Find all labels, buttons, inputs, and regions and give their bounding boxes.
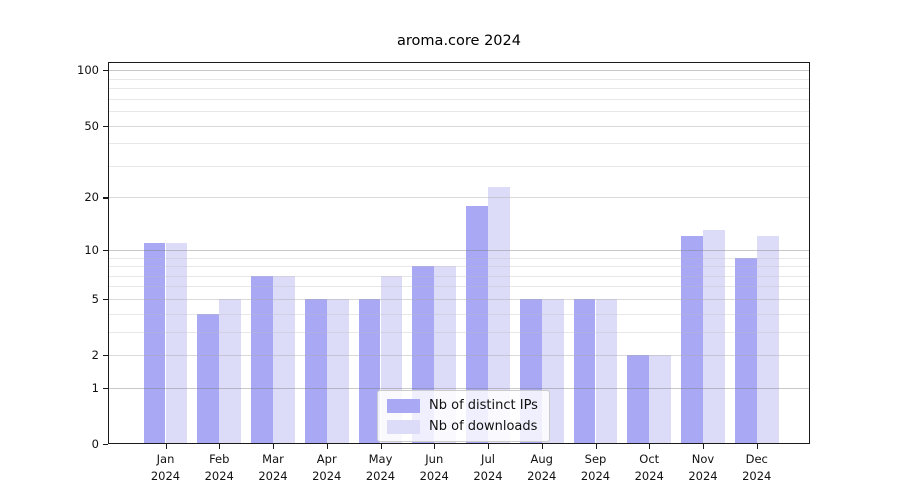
y-tick-label-10: 10 [84,242,99,257]
legend: Nb of distinct IPs Nb of downloads [377,390,550,442]
x-tick-aug [541,444,543,449]
bar-ips-mar [251,275,273,443]
bar-ips-apr [304,298,327,443]
gridline-100 [109,70,809,72]
y-tick-10 [103,249,108,252]
x-tick-jan [165,444,167,449]
x-tick-sep [595,444,597,449]
x-tick-label-feb: Feb 2024 [204,452,234,483]
y-tick-20 [103,197,108,199]
gridline-70 [109,98,809,100]
x-tick-label-jun: Jun 2024 [419,452,449,483]
y-tick-label-50: 50 [84,118,99,133]
y-tick-2 [103,355,108,357]
legend-item-distinct-ips: Nb of distinct IPs [387,398,538,413]
y-tick-label-20: 20 [84,190,99,205]
gridline-20 [109,197,809,199]
y-tick-label-0: 0 [91,437,99,451]
x-tick-label-aug: Aug 2024 [527,452,557,483]
gridline-9 [109,257,809,259]
y-tick-label-1: 1 [91,380,99,395]
bar-ips-dec [734,257,757,443]
legend-swatch-distinct-ips-icon [387,398,420,413]
gridline-90 [109,78,809,80]
x-tick-oct [649,444,651,449]
x-tick-label-mar: Mar 2024 [258,452,288,483]
x-tick-apr [326,444,328,449]
bar-downloads-feb [219,298,242,443]
legend-label-downloads: Nb of downloads [429,419,538,434]
gridline-5 [109,298,809,300]
y-tick-label-5: 5 [91,291,99,306]
bar-ips-may [358,298,381,443]
legend-item-downloads: Nb of downloads [387,419,538,434]
x-tick-nov [703,444,705,449]
gridline-40 [109,143,809,145]
bar-ips-feb [197,313,220,443]
y-tick-label-2: 2 [91,348,99,363]
x-tick-jun [434,444,436,449]
x-tick-label-oct: Oct 2024 [634,452,664,483]
bar-ips-oct [627,355,650,443]
x-tick-mar [273,444,275,449]
bar-downloads-mar [273,275,295,443]
x-tick-label-jul: Jul 2024 [473,452,503,483]
gridline-60 [109,111,809,113]
chart-title: aroma.core 2024 [397,33,521,49]
bar-downloads-jul [488,186,510,443]
bar-downloads-apr [326,298,349,443]
x-tick-label-sep: Sep 2024 [580,452,611,483]
gridline-30 [109,165,809,167]
gridline-4 [109,313,809,315]
gridline-2 [109,355,809,357]
gridline-6 [109,286,809,288]
y-tick-1 [103,387,108,390]
bar-downloads-sep [595,298,618,443]
bar-downloads-nov [703,230,725,443]
y-tick-label-100: 100 [77,63,99,78]
x-tick-label-may: May 2024 [365,452,396,483]
gridline-7 [109,275,809,277]
bar-downloads-jan [165,242,188,443]
x-tick-label-jan: Jan 2024 [150,452,181,483]
bar-ips-nov [681,236,703,443]
x-tick-label-nov: Nov 2024 [688,452,718,483]
x-tick-feb [219,444,221,449]
y-tick-0 [103,444,108,446]
gridline-8 [109,266,809,268]
y-tick-100 [103,70,108,72]
x-tick-dec [756,444,758,449]
x-tick-label-dec: Dec 2024 [742,452,772,483]
bar-ips-jan [143,242,166,443]
bar-ips-jul [466,205,488,443]
bar-ips-sep [573,298,596,443]
x-tick-jul [488,444,490,449]
y-tick-50 [103,125,108,127]
bar-downloads-oct [649,355,672,443]
gridline-1 [109,387,809,389]
bar-downloads-dec [756,236,779,443]
x-tick-may [380,444,382,449]
x-tick-label-apr: Apr 2024 [312,452,342,483]
gridline-80 [109,88,809,90]
legend-swatch-downloads-icon [387,419,420,434]
gridline-3 [109,331,809,333]
gridline-50 [109,125,809,127]
gridline-10 [109,249,809,251]
legend-label-distinct-ips: Nb of distinct IPs [429,398,538,413]
y-tick-5 [103,298,108,301]
